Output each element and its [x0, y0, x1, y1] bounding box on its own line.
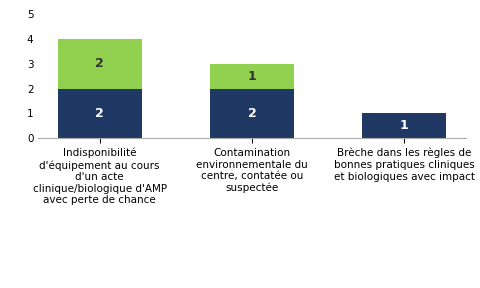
Text: 1: 1 [248, 70, 256, 83]
Text: 2: 2 [96, 57, 104, 71]
Bar [362, 113, 446, 138]
Bar [58, 39, 142, 89]
Text: 2: 2 [248, 107, 256, 120]
Bar [210, 89, 294, 138]
Bar [58, 89, 142, 138]
Text: 2: 2 [96, 107, 104, 120]
Text: 1: 1 [400, 119, 408, 132]
Bar [210, 64, 294, 89]
